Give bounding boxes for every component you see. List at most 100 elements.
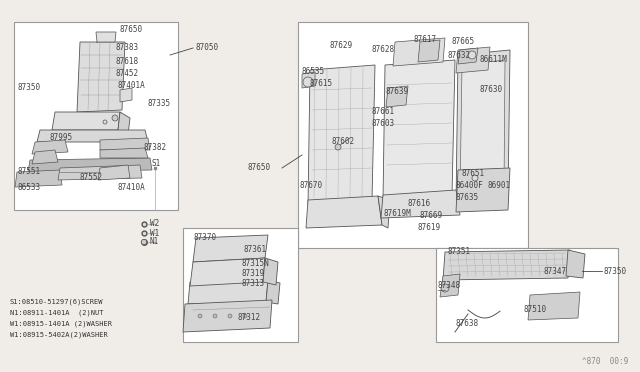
Polygon shape — [188, 280, 268, 304]
Polygon shape — [458, 48, 478, 64]
Text: 86901: 86901 — [488, 182, 511, 190]
Text: 87661: 87661 — [372, 108, 395, 116]
Polygon shape — [381, 190, 460, 218]
Polygon shape — [456, 47, 490, 73]
Text: 87383: 87383 — [115, 44, 138, 52]
Polygon shape — [393, 38, 445, 66]
Text: 87401A: 87401A — [117, 81, 145, 90]
Text: 87618: 87618 — [115, 57, 138, 65]
Text: 87551: 87551 — [17, 167, 40, 176]
Text: 87351: 87351 — [447, 247, 470, 257]
Circle shape — [472, 175, 478, 181]
Text: 87995: 87995 — [50, 134, 73, 142]
Polygon shape — [100, 148, 148, 158]
Text: 87319: 87319 — [241, 269, 264, 279]
Text: 87628: 87628 — [372, 45, 395, 55]
Circle shape — [213, 314, 217, 318]
Text: 87452: 87452 — [115, 68, 138, 77]
Text: 87616: 87616 — [408, 199, 431, 208]
Text: 86611M: 86611M — [480, 55, 508, 64]
Polygon shape — [193, 235, 268, 262]
Polygon shape — [15, 170, 62, 187]
Text: 87347: 87347 — [543, 266, 566, 276]
Text: 87370: 87370 — [193, 234, 216, 243]
Polygon shape — [183, 300, 272, 332]
Circle shape — [243, 314, 247, 318]
Bar — [298, 22, 528, 248]
Polygon shape — [460, 60, 505, 196]
Text: 87348: 87348 — [438, 282, 461, 291]
Polygon shape — [440, 274, 460, 297]
Circle shape — [303, 77, 313, 87]
Polygon shape — [528, 292, 580, 320]
Text: 87629: 87629 — [330, 42, 353, 51]
Text: 87313: 87313 — [241, 279, 264, 289]
Polygon shape — [443, 250, 570, 280]
Polygon shape — [456, 50, 510, 205]
Text: 87650: 87650 — [120, 26, 143, 35]
Polygon shape — [58, 165, 142, 180]
Polygon shape — [32, 140, 68, 154]
Polygon shape — [383, 60, 455, 200]
Circle shape — [228, 314, 232, 318]
Text: 87638: 87638 — [456, 320, 479, 328]
Polygon shape — [263, 258, 278, 285]
Text: 87361: 87361 — [243, 246, 266, 254]
Bar — [436, 248, 618, 342]
Polygon shape — [378, 196, 390, 228]
Polygon shape — [96, 32, 116, 42]
Text: 87602: 87602 — [332, 138, 355, 147]
Text: 86400F: 86400F — [456, 182, 484, 190]
Polygon shape — [118, 112, 130, 135]
Polygon shape — [308, 65, 375, 205]
Text: N1: N1 — [150, 237, 159, 247]
Text: W1:08915-1401A (2)WASHER: W1:08915-1401A (2)WASHER — [10, 321, 112, 327]
Text: 87615: 87615 — [310, 78, 333, 87]
Polygon shape — [141, 240, 147, 244]
Polygon shape — [266, 280, 280, 304]
Text: 87639: 87639 — [386, 87, 409, 96]
Polygon shape — [566, 250, 585, 278]
Text: 87669: 87669 — [420, 211, 443, 219]
Polygon shape — [98, 165, 130, 180]
Text: W1:08915-5402A(2)WASHER: W1:08915-5402A(2)WASHER — [10, 332, 108, 338]
Bar — [183, 228, 298, 342]
Text: 87603: 87603 — [372, 119, 395, 128]
Polygon shape — [418, 40, 440, 62]
Polygon shape — [77, 42, 125, 112]
Polygon shape — [302, 72, 315, 88]
Text: 87315N: 87315N — [241, 260, 269, 269]
Text: 86535: 86535 — [302, 67, 325, 77]
Text: 87665: 87665 — [451, 38, 474, 46]
Polygon shape — [32, 150, 58, 164]
Polygon shape — [28, 158, 152, 172]
Text: ^870  00:9: ^870 00:9 — [582, 357, 628, 366]
Text: W1: W1 — [150, 228, 159, 237]
Circle shape — [335, 144, 341, 150]
Polygon shape — [120, 88, 132, 102]
Polygon shape — [190, 258, 265, 286]
Polygon shape — [386, 86, 408, 107]
Text: 87617: 87617 — [414, 35, 437, 45]
Polygon shape — [456, 168, 510, 212]
Text: 87670: 87670 — [300, 182, 323, 190]
Text: 87650: 87650 — [248, 164, 271, 173]
Text: 87619: 87619 — [418, 224, 441, 232]
Text: 87312: 87312 — [238, 314, 261, 323]
Text: 87050: 87050 — [195, 44, 218, 52]
Text: 87632: 87632 — [448, 51, 471, 60]
Text: 87335: 87335 — [147, 99, 170, 109]
Circle shape — [103, 120, 107, 124]
Circle shape — [112, 115, 118, 121]
Text: 87630: 87630 — [480, 86, 503, 94]
Polygon shape — [100, 138, 150, 150]
Text: 87552: 87552 — [80, 173, 103, 183]
Circle shape — [198, 314, 202, 318]
Polygon shape — [37, 130, 148, 142]
Polygon shape — [52, 112, 120, 130]
Text: 87619M: 87619M — [384, 208, 412, 218]
Text: 87510: 87510 — [524, 305, 547, 314]
Text: N1:08911-1401A  (2)NUT: N1:08911-1401A (2)NUT — [10, 310, 104, 316]
Text: 86533: 86533 — [17, 183, 40, 192]
Polygon shape — [306, 196, 382, 228]
